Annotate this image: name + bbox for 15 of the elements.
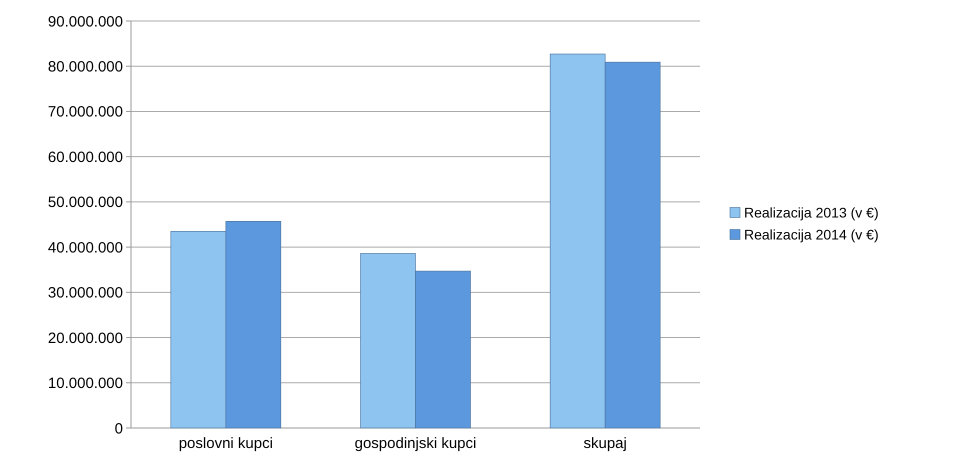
x-tick-label: poslovni kupci — [178, 435, 273, 452]
y-tick-label: 40.000.000 — [48, 239, 123, 256]
y-tick-label: 10.000.000 — [48, 375, 123, 392]
y-tick-label: 60.000.000 — [48, 148, 123, 166]
y-tick-label: 0 — [114, 420, 123, 438]
legend-label: Realizacija 2013 (v €) — [744, 204, 879, 220]
y-tick-label: 20.000.000 — [48, 330, 123, 347]
x-tick-label: skupaj — [583, 435, 627, 452]
legend-label: Realizacija 2014 (v €) — [744, 226, 879, 242]
y-tick-label: 90.000.000 — [48, 13, 123, 30]
y-tick-label: 30.000.000 — [48, 284, 123, 302]
y-tick-label: 50.000.000 — [48, 194, 123, 212]
x-tick-label: gospodinjski kupci — [354, 435, 476, 452]
y-tick-label: 80.000.000 — [48, 58, 123, 76]
y-tick-label: 70.000.000 — [48, 104, 123, 121]
